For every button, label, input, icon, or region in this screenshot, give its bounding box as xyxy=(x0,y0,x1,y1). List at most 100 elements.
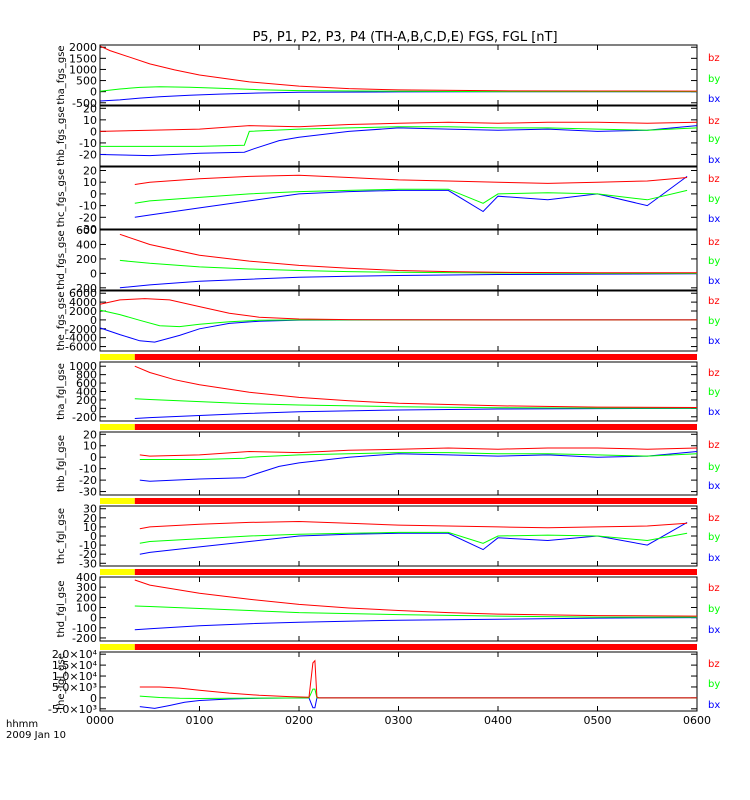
legend-bz: bz xyxy=(708,583,720,594)
series-bx-line xyxy=(119,273,698,289)
series-bx-line xyxy=(134,407,698,419)
legend-by: by xyxy=(708,532,720,543)
series-by-line xyxy=(134,398,697,409)
series-bz-line xyxy=(134,579,698,617)
y-tick-label: 600 xyxy=(76,377,97,390)
y-tick-label: -30 xyxy=(79,557,97,570)
y-tick-label: 1.5×10⁴ xyxy=(52,659,98,672)
y-tick-label: -30 xyxy=(79,223,97,236)
series-bx-line xyxy=(139,451,698,482)
x-tick-label: 0600 xyxy=(683,714,711,727)
flag-bar-3 xyxy=(100,498,697,504)
y-tick-label: 0 xyxy=(90,267,97,280)
panel-frame xyxy=(99,505,698,567)
y-tick-label: 1.0×10⁴ xyxy=(52,670,98,683)
y-tick-label: -20 xyxy=(79,474,97,487)
legend-by: by xyxy=(708,316,720,327)
y-tick-label: -10 xyxy=(79,137,97,150)
y-tick-label: -30 xyxy=(79,486,97,499)
y-tick-label: 100 xyxy=(76,601,97,614)
y-axis-label: thd_fgl_gse xyxy=(56,581,67,638)
series-by-line xyxy=(99,309,697,328)
y-tick-label: -20 xyxy=(79,548,97,561)
y-tick-label: 1000 xyxy=(69,360,97,373)
legend-bx: bx xyxy=(708,481,720,492)
x-tick-label: 0300 xyxy=(385,714,413,727)
series-bz-line xyxy=(99,45,698,92)
y-axis-label: thc_fgl_gse xyxy=(56,508,67,564)
y-tick-label: -200 xyxy=(72,632,97,645)
series-bz-line xyxy=(119,233,697,274)
legend-bz: bz xyxy=(708,116,720,127)
y-tick-label: -2000 xyxy=(65,323,97,336)
series-bx-line xyxy=(134,617,698,631)
y-tick-label: 600 xyxy=(76,224,97,237)
legend-by: by xyxy=(708,679,720,690)
legend-bx: bx xyxy=(708,336,720,347)
y-tick-label: -200 xyxy=(72,282,97,295)
series-bx-line xyxy=(139,697,697,709)
series-by-line xyxy=(134,605,697,618)
y-tick-label: -500 xyxy=(72,97,97,110)
flag-bar-segment xyxy=(100,498,135,504)
flag-bar-1 xyxy=(100,354,697,360)
legend-bx: bx xyxy=(708,276,720,287)
legend-bz: bz xyxy=(708,368,720,379)
panel-frame xyxy=(99,290,698,352)
y-tick-label: -10 xyxy=(79,200,97,213)
y-axis-label: thc_fgs_gse xyxy=(56,169,67,228)
y-tick-label: 0 xyxy=(90,402,97,415)
x-tick-label: 0500 xyxy=(584,714,612,727)
legend-bz: bz xyxy=(708,659,720,670)
series-bz-line xyxy=(139,447,698,457)
flag-bars-group xyxy=(100,354,697,650)
legend-by: by xyxy=(708,134,720,145)
flag-bar-segment xyxy=(100,569,135,575)
series-bx-line xyxy=(99,91,697,102)
legend-bx: bx xyxy=(708,625,720,636)
panel-frame xyxy=(99,431,698,496)
y-tick-label: 20 xyxy=(83,512,97,525)
y-tick-label: -4000 xyxy=(65,332,97,345)
legend-by: by xyxy=(708,604,720,615)
series-bx-line xyxy=(134,175,688,218)
series-by-line xyxy=(134,188,688,204)
y-tick-label: 10 xyxy=(83,176,97,189)
y-tick-label: 1000 xyxy=(69,63,97,76)
flag-bar-segment xyxy=(100,354,135,360)
legend-bz: bz xyxy=(708,174,720,185)
series-bx-line xyxy=(99,319,697,343)
panel-frame xyxy=(99,105,698,167)
flag-bar-segment xyxy=(100,644,135,650)
y-tick-label: 1500 xyxy=(69,52,97,65)
series-bx-line xyxy=(99,125,698,157)
y-tick-label: 10 xyxy=(83,521,97,534)
y-tick-label: 200 xyxy=(76,253,97,266)
time-axis-label: hhmm xyxy=(6,719,38,730)
legend-bz: bz xyxy=(708,237,720,248)
flag-bar-2 xyxy=(100,424,697,430)
legend-bx: bx xyxy=(708,407,720,418)
y-tick-label: 0 xyxy=(90,692,97,705)
y-tick-label: 0 xyxy=(90,314,97,327)
y-tick-label: 2000 xyxy=(69,41,97,54)
x-tick-label: 0100 xyxy=(186,714,214,727)
legend-bx: bx xyxy=(708,94,720,105)
y-axis-label: the_fgl_gse xyxy=(56,653,67,710)
y-tick-label: 400 xyxy=(76,571,97,584)
series-bz-line xyxy=(139,659,697,699)
y-tick-label: 10 xyxy=(83,114,97,127)
y-axis-label: tha_fgl_gse xyxy=(56,363,67,420)
flag-bar-segment xyxy=(100,424,135,430)
series-bx-line xyxy=(139,521,688,555)
y-tick-label: 4000 xyxy=(69,296,97,309)
flag-bar-segment xyxy=(134,354,697,360)
legend-by: by xyxy=(708,387,720,398)
